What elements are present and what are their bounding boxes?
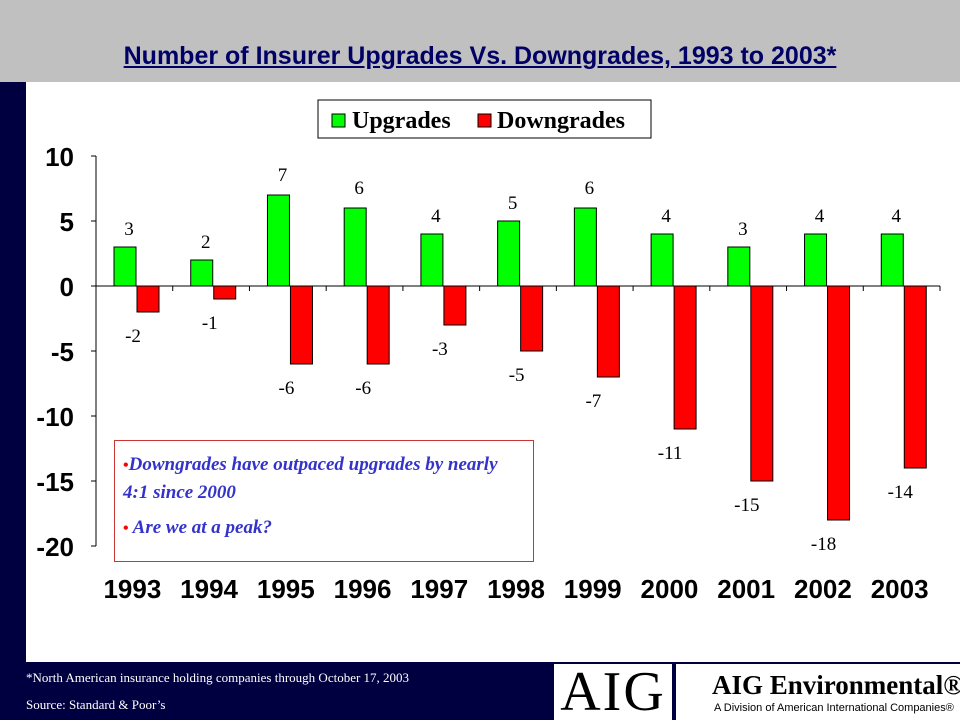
callout-point-2: • Are we at a peak? bbox=[123, 514, 525, 542]
data-label-upgrades: 6 bbox=[585, 178, 595, 199]
callout-box: •Downgrades have outpaced upgrades by ne… bbox=[114, 440, 534, 562]
bar-downgrades bbox=[750, 285, 774, 482]
legend: Upgrades Downgrades bbox=[317, 99, 652, 139]
bar-chart: 10 5 0 -5 -10 -15 -20 3 -2 1993 2 -1 1994 7 -6 1995 6 -6 1… bbox=[36, 99, 941, 604]
x-tick-label: 2001 bbox=[717, 574, 775, 604]
bar-downgrades bbox=[366, 285, 390, 365]
left-band bbox=[0, 82, 26, 662]
data-label-downgrades: -14 bbox=[888, 482, 914, 503]
data-label-downgrades: -2 bbox=[125, 326, 141, 347]
legend-label-upgrades: Upgrades bbox=[352, 108, 451, 134]
legend-swatch-downgrades bbox=[477, 113, 492, 128]
x-tick-label: 1998 bbox=[487, 574, 545, 604]
bar-downgrades bbox=[136, 285, 160, 313]
data-label-upgrades: 3 bbox=[124, 219, 134, 240]
x-tick-label: 1996 bbox=[334, 574, 392, 604]
data-label-downgrades: -15 bbox=[734, 495, 759, 516]
bar-downgrades bbox=[827, 285, 851, 521]
data-label-upgrades: 7 bbox=[278, 165, 288, 186]
data-label-upgrades: 4 bbox=[661, 206, 671, 227]
bar-upgrades bbox=[190, 259, 214, 287]
data-label-downgrades: -1 bbox=[202, 313, 218, 334]
y-tick-label: 0 bbox=[60, 272, 74, 302]
data-label-upgrades: 6 bbox=[354, 178, 364, 199]
callout-text-1: Downgrades have outpaced upgrades by nea… bbox=[123, 454, 498, 503]
callout-text-2: Are we at a peak? bbox=[132, 517, 272, 538]
header-band bbox=[0, 0, 960, 82]
data-label-downgrades: -6 bbox=[279, 378, 295, 399]
brand-name: AIG Environmental® bbox=[712, 670, 960, 700]
data-label-downgrades: -5 bbox=[509, 365, 525, 386]
x-tick-label: 2002 bbox=[794, 574, 852, 604]
data-label-upgrades: 4 bbox=[431, 206, 441, 227]
bar-upgrades bbox=[497, 220, 521, 287]
brand-box: AIG Environmental® A Division of America… bbox=[676, 664, 960, 720]
x-tick-label: 1994 bbox=[180, 574, 238, 604]
data-label-downgrades: -6 bbox=[355, 378, 371, 399]
bar-downgrades bbox=[213, 285, 237, 300]
bar-upgrades bbox=[880, 233, 904, 287]
data-label-downgrades: -7 bbox=[585, 391, 601, 412]
data-label-upgrades: 5 bbox=[508, 193, 518, 214]
data-label-upgrades: 3 bbox=[738, 219, 748, 240]
legend-label-downgrades: Downgrades bbox=[497, 108, 625, 134]
legend-swatch-upgrades bbox=[331, 113, 346, 128]
data-label-upgrades: 4 bbox=[815, 206, 825, 227]
callout-point-1: •Downgrades have outpaced upgrades by ne… bbox=[123, 451, 525, 506]
bar-downgrades bbox=[673, 285, 697, 430]
y-tick-label: 10 bbox=[45, 142, 74, 172]
data-label-downgrades: -18 bbox=[811, 534, 836, 555]
bar-upgrades bbox=[573, 207, 597, 287]
bar-upgrades bbox=[420, 233, 444, 287]
data-label-upgrades: 4 bbox=[892, 206, 902, 227]
bar-downgrades bbox=[289, 285, 313, 365]
bar-downgrades bbox=[520, 285, 544, 352]
bar-upgrades bbox=[343, 207, 367, 287]
y-tick-label: -15 bbox=[36, 467, 74, 497]
x-tick-label: 1997 bbox=[410, 574, 468, 604]
bar-upgrades bbox=[727, 246, 751, 287]
y-tick-label: -5 bbox=[51, 337, 74, 367]
data-label-downgrades: -3 bbox=[432, 339, 448, 360]
y-tick-label: 5 bbox=[60, 207, 74, 237]
bar-upgrades bbox=[650, 233, 674, 287]
footnote: *North American insurance holding compan… bbox=[26, 670, 410, 685]
data-label-upgrades: 2 bbox=[201, 232, 211, 253]
data-label-downgrades: -11 bbox=[658, 443, 683, 464]
y-tick-label: -10 bbox=[36, 402, 74, 432]
y-tick-label: -20 bbox=[36, 532, 74, 562]
bar-upgrades bbox=[804, 233, 828, 287]
brand-subtitle: A Division of American International Com… bbox=[714, 702, 954, 714]
page-title: Number of Insurer Upgrades Vs. Downgrade… bbox=[123, 42, 837, 70]
bar-downgrades bbox=[443, 285, 467, 326]
bullet-icon: • bbox=[123, 457, 129, 474]
aig-logo: AIG bbox=[560, 661, 666, 723]
source-note: Source: Standard & Poor’s bbox=[26, 697, 166, 712]
x-tick-label: 1999 bbox=[564, 574, 622, 604]
bullet-icon: • bbox=[123, 520, 129, 537]
x-tick-label: 2000 bbox=[641, 574, 699, 604]
x-tick-label: 2003 bbox=[871, 574, 929, 604]
bar-upgrades bbox=[266, 194, 290, 287]
aig-logo-box: AIG bbox=[554, 661, 672, 723]
bar-upgrades bbox=[113, 246, 137, 287]
x-tick-label: 1993 bbox=[103, 574, 161, 604]
bar-downgrades bbox=[903, 285, 927, 469]
bar-downgrades bbox=[596, 285, 620, 378]
x-tick-label: 1995 bbox=[257, 574, 315, 604]
